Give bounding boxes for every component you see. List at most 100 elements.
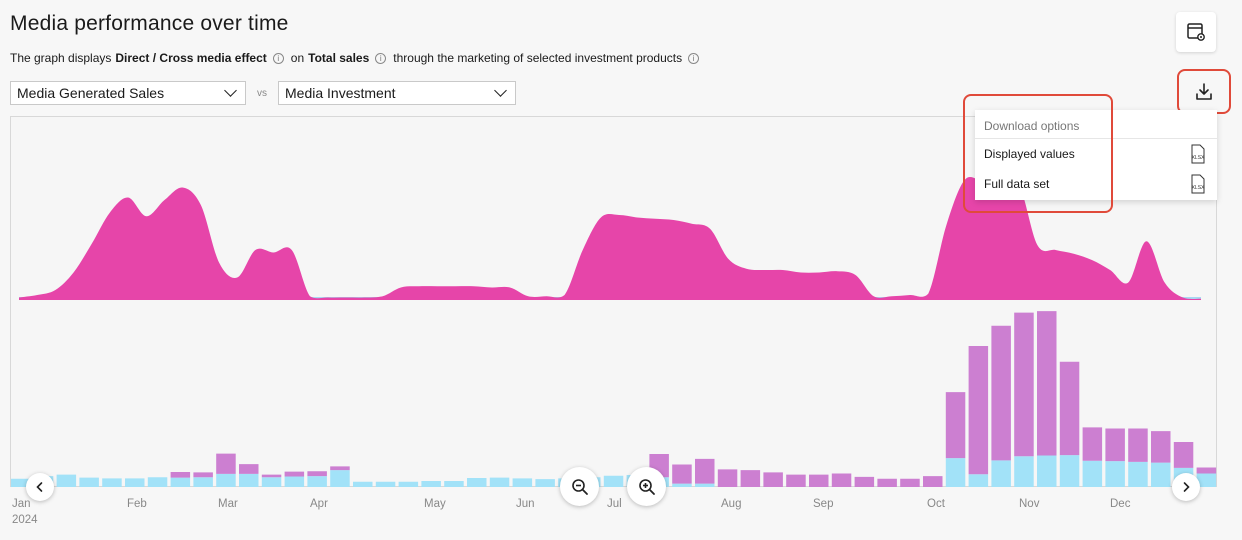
- bar-purple-segment[interactable]: [284, 471, 305, 477]
- download-full-data-set[interactable]: Full data set XLSX: [975, 169, 1217, 199]
- bar-blue-segment[interactable]: [1082, 460, 1103, 487]
- bar-purple-segment[interactable]: [1014, 312, 1034, 457]
- download-displayed-values[interactable]: Displayed values XLSX: [975, 139, 1217, 169]
- zoom-out-icon: [571, 478, 588, 495]
- bar-blue-segment[interactable]: [1105, 461, 1125, 487]
- download-button[interactable]: [1180, 72, 1228, 112]
- bar-blue-segment[interactable]: [284, 476, 305, 488]
- bar-blue-segment[interactable]: [79, 477, 99, 487]
- bar-blue-segment[interactable]: [170, 477, 191, 487]
- chart-description: The graph displays Direct / Cross media …: [10, 51, 702, 65]
- scroll-left-button[interactable]: [26, 473, 54, 501]
- bar-blue-segment[interactable]: [695, 483, 715, 487]
- bar-blue-segment[interactable]: [375, 481, 396, 487]
- bar-purple-segment[interactable]: [1151, 431, 1171, 463]
- right-metric-select[interactable]: Media Investment: [278, 81, 516, 105]
- bar-blue-segment[interactable]: [672, 483, 692, 487]
- bar-purple-segment[interactable]: [1059, 361, 1080, 456]
- bar-blue-segment[interactable]: [489, 477, 510, 487]
- month-label-feb: Feb: [127, 498, 147, 510]
- bar-blue-segment[interactable]: [239, 473, 259, 487]
- bar-purple-segment[interactable]: [1082, 427, 1103, 461]
- subtitle-suffix: through the marketing of selected invest…: [393, 51, 683, 65]
- zoom-out-button[interactable]: [560, 467, 599, 506]
- effect-info-icon[interactable]: i: [272, 52, 284, 64]
- bar-blue-segment[interactable]: [216, 473, 236, 487]
- bar-blue-segment[interactable]: [421, 481, 441, 487]
- bar-purple-segment[interactable]: [900, 478, 920, 487]
- table-settings-button[interactable]: [1176, 12, 1216, 52]
- chevron-left-icon: [36, 482, 43, 492]
- bar-blue-segment[interactable]: [467, 478, 487, 487]
- bar-blue-segment[interactable]: [444, 481, 464, 487]
- bar-purple-segment[interactable]: [945, 392, 966, 459]
- bar-blue-segment[interactable]: [261, 477, 282, 487]
- bar-blue-segment[interactable]: [11, 478, 31, 487]
- bar-purple-segment[interactable]: [877, 478, 897, 487]
- bar-blue-segment[interactable]: [968, 474, 989, 487]
- xlsx-file-icon: XLSX: [1191, 174, 1205, 194]
- bar-blue-segment[interactable]: [56, 474, 77, 487]
- bar-blue-segment[interactable]: [398, 481, 419, 487]
- bar-purple-segment[interactable]: [1173, 442, 1194, 468]
- bar-purple-segment[interactable]: [923, 476, 943, 487]
- subtitle-on: on: [290, 51, 305, 65]
- bar-purple-segment[interactable]: [1105, 428, 1125, 462]
- bar-purple-segment[interactable]: [695, 458, 715, 484]
- left-metric-select[interactable]: Media Generated Sales: [10, 81, 246, 105]
- bar-blue-segment[interactable]: [991, 460, 1011, 487]
- bar-blue-segment[interactable]: [945, 458, 966, 487]
- bar-purple-segment[interactable]: [239, 464, 259, 474]
- bar-purple-segment[interactable]: [740, 470, 761, 487]
- bar-blue-segment[interactable]: [125, 478, 145, 487]
- bar-purple-segment[interactable]: [968, 346, 989, 475]
- effect-selector-label[interactable]: Direct / Cross media effect: [115, 51, 267, 65]
- bar-blue-segment[interactable]: [1014, 456, 1034, 487]
- month-label-mar: Mar: [218, 498, 238, 510]
- bar-blue-segment[interactable]: [147, 477, 168, 487]
- xlsx-file-icon: XLSX: [1191, 144, 1205, 164]
- bar-blue-segment[interactable]: [535, 479, 555, 487]
- products-info-icon[interactable]: i: [688, 52, 700, 64]
- bar-purple-segment[interactable]: [831, 473, 852, 488]
- bar-blue-segment[interactable]: [603, 475, 624, 487]
- bar-purple-segment[interactable]: [786, 474, 806, 487]
- metric-info-icon[interactable]: i: [375, 52, 387, 64]
- page-title: Media performance over time: [10, 12, 289, 35]
- bar-purple-segment[interactable]: [307, 471, 327, 477]
- download-options-header: Download options: [975, 110, 1217, 139]
- bar-blue-segment[interactable]: [102, 478, 122, 487]
- bar-purple-segment[interactable]: [170, 472, 191, 478]
- bar-purple-segment[interactable]: [717, 469, 738, 487]
- month-label-nov: Nov: [1019, 498, 1040, 510]
- bar-purple-segment[interactable]: [854, 476, 875, 487]
- bar-blue-segment[interactable]: [1059, 455, 1080, 487]
- bar-purple-segment[interactable]: [763, 472, 783, 487]
- bar-purple-segment[interactable]: [1037, 311, 1057, 456]
- bar-purple-segment[interactable]: [1128, 428, 1148, 462]
- zoom-in-button[interactable]: [627, 467, 666, 506]
- bar-purple-segment[interactable]: [216, 453, 236, 474]
- bar-purple-segment[interactable]: [330, 466, 350, 471]
- bar-purple-segment[interactable]: [809, 474, 829, 487]
- bar-blue-segment[interactable]: [193, 477, 213, 487]
- bar-purple-segment[interactable]: [261, 474, 282, 478]
- bar-blue-segment[interactable]: [512, 478, 533, 487]
- sales-area-series[interactable]: [19, 177, 1201, 300]
- bar-blue-segment[interactable]: [1196, 473, 1217, 488]
- bar-blue-segment[interactable]: [1128, 461, 1148, 487]
- bar-purple-segment[interactable]: [193, 472, 213, 478]
- month-label-jul: Jul: [607, 498, 622, 510]
- bar-purple-segment[interactable]: [991, 325, 1011, 461]
- bar-blue-segment[interactable]: [353, 481, 373, 487]
- xlsx-label: XLSX: [1192, 155, 1205, 161]
- table-settings-icon: [1187, 23, 1205, 41]
- bar-blue-segment[interactable]: [307, 476, 327, 487]
- bar-purple-segment[interactable]: [1196, 467, 1217, 474]
- bar-blue-segment[interactable]: [1037, 455, 1057, 488]
- bar-purple-segment[interactable]: [672, 464, 692, 484]
- bar-blue-segment[interactable]: [1151, 462, 1171, 487]
- metric-selector-label[interactable]: Total sales: [308, 51, 370, 65]
- scroll-right-button[interactable]: [1172, 473, 1200, 501]
- bar-blue-segment[interactable]: [330, 470, 350, 487]
